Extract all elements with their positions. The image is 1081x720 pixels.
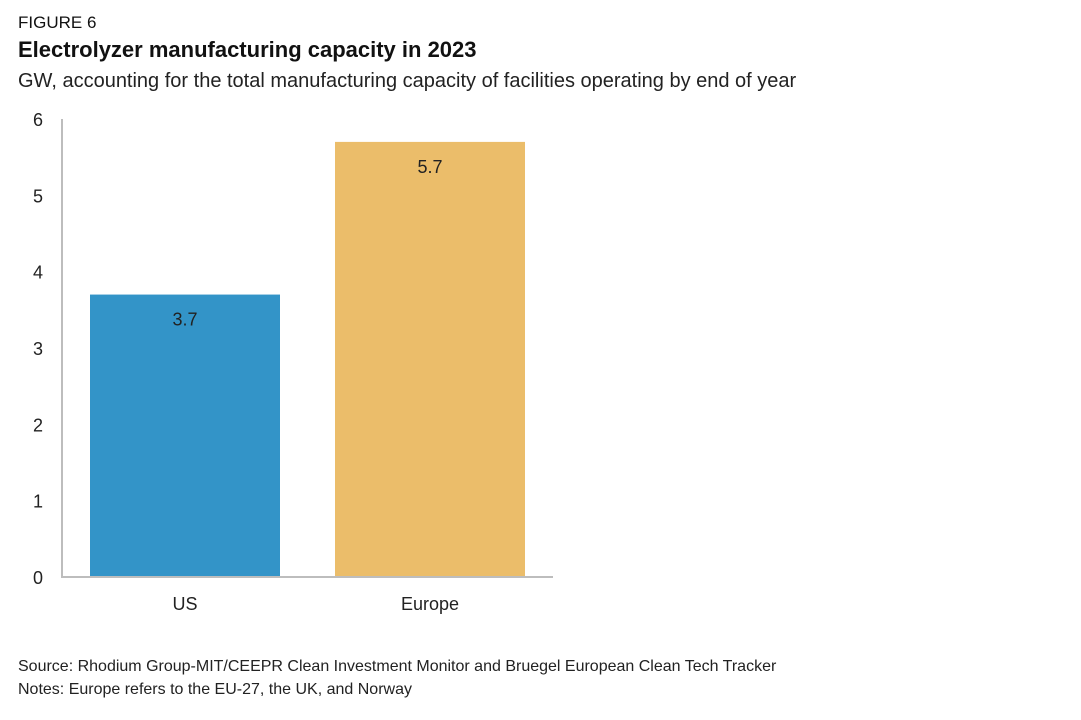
data-label: 3.7 [172,310,197,330]
notes: Notes: Europe refers to the EU-27, the U… [18,681,412,698]
y-tick-label: 5 [33,186,43,206]
figure-label: FIGURE 6 [18,13,97,32]
source-note: Source: Rhodium Group-MIT/CEEPR Clean In… [18,658,777,675]
bar-europe [335,141,525,577]
x-tick-label: Europe [401,594,459,614]
data-label: 5.7 [417,157,442,177]
y-tick-label: 0 [33,568,43,588]
chart-title: Electrolyzer manufacturing capacity in 2… [18,37,477,62]
bar-us [90,294,280,577]
chart-subtitle: GW, accounting for the total manufacturi… [18,70,797,92]
y-tick-label: 1 [33,492,43,512]
y-tick-label: 3 [33,339,43,359]
y-tick-label: 6 [33,110,43,130]
y-tick-label: 2 [33,415,43,435]
y-tick-label: 4 [33,263,43,283]
x-tick-label: US [172,594,197,614]
